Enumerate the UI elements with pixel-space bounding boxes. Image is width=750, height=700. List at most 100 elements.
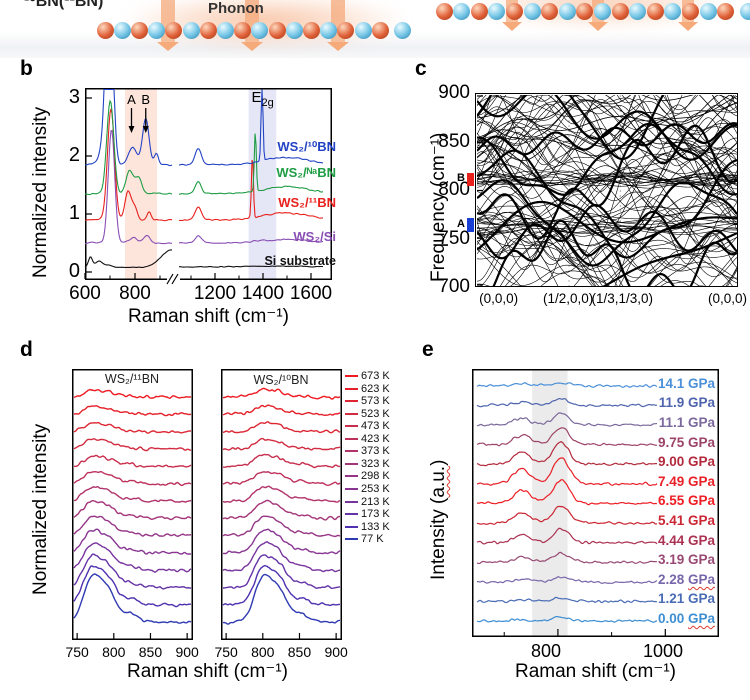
phonon-arrowhead-icon (241, 42, 263, 51)
temperature-curve (222, 437, 341, 451)
legend-swatch (345, 475, 358, 478)
spectrum-curve (178, 159, 323, 222)
nitrogen-atom (320, 21, 338, 39)
temperature-curve (222, 573, 341, 625)
nitrogen-atom (593, 2, 611, 20)
peak-annotation: A (127, 92, 136, 107)
pressure-curve (476, 457, 658, 487)
y-tick-label: 750 (438, 227, 470, 249)
temperature-curve (73, 515, 192, 538)
nitrogen-atom (216, 21, 234, 39)
annotation-arrowhead-icon (142, 126, 149, 133)
x-tick-label: 750 (214, 644, 238, 660)
plot-frame (472, 369, 719, 637)
temperature-curve (73, 499, 192, 521)
boron-atom (130, 21, 148, 39)
pressure-label: 14.1 GPa (657, 375, 715, 391)
temperature-curve (222, 404, 341, 417)
temperature-curve (73, 573, 192, 624)
x-tick-label: 1200 (193, 283, 237, 304)
nitrogen-atom (488, 2, 506, 20)
legend-label: 573 K (361, 395, 390, 408)
temperature-curve (73, 405, 192, 417)
boron-atom (268, 21, 286, 39)
axis-break-mask (167, 274, 180, 284)
spectrum-curve (178, 235, 324, 244)
legend-label: 473 K (361, 420, 390, 433)
pressure-curve (476, 527, 658, 545)
x-tick-label: 1400 (241, 283, 285, 304)
boron-atom (165, 21, 183, 39)
pressure-curve (477, 412, 658, 427)
boron-atom (435, 2, 453, 20)
spectrum-curve (84, 129, 173, 245)
spectrum-curve (85, 99, 173, 196)
pressure-curve (476, 505, 658, 526)
pressure-label: 6.55 GPa (657, 493, 715, 509)
pressure-label: 4.44 GPa (657, 532, 715, 548)
legend-swatch (345, 513, 358, 516)
pressure-label: 11.1 GPa (658, 415, 715, 430)
phonon-peak-marker (467, 172, 474, 187)
legend-swatch (345, 387, 358, 390)
panel-e-ylabel-prefix: Intensity ( (428, 497, 449, 580)
pressure-curve (476, 427, 658, 447)
pressure-label: 7.49 GPa (657, 473, 715, 489)
series-label: WS₂/¹¹BN (278, 195, 336, 210)
phonon-peak-marker-label: A (457, 217, 465, 230)
nitrogen-atom (629, 2, 647, 20)
axis-break-slash (171, 273, 179, 285)
boron-atom (234, 21, 252, 39)
panel-d-ylabel: Normalized intensity (30, 423, 51, 595)
isotope-label: ¹⁰BN(¹¹BN) (24, 0, 104, 10)
nitrogen-atom (393, 21, 411, 39)
shaded-band (532, 370, 568, 636)
shaded-band (125, 89, 157, 279)
pressure-label-text: 0.00 (657, 611, 688, 626)
panel-d-letter: d (20, 338, 33, 361)
series-label: WS₂/ᴺᵃBN (276, 165, 336, 180)
panel-b-plot: A B E2g (84, 88, 332, 285)
legend-swatch (345, 412, 358, 415)
legend-label: 213 K (361, 495, 390, 508)
y-tick-label: 2 (68, 144, 80, 166)
panel-e-plot (472, 369, 719, 637)
legend-swatch (345, 400, 358, 403)
series-label: WS₂/¹⁰BN (277, 139, 336, 154)
legend-label: 323 K (361, 457, 390, 470)
temperature-curve (222, 421, 341, 434)
phonon-arrowhead-icon (588, 22, 608, 31)
x-tick-label: (1/2,0,0) (542, 291, 594, 306)
nitrogen-atom (182, 21, 200, 39)
y-tick-label: 1 (68, 202, 80, 224)
boron-atom (505, 2, 523, 20)
spectrum-curve (84, 249, 172, 269)
x-tick-label: (0,0,0) (479, 291, 519, 306)
x-tick-label: 850 (138, 644, 163, 660)
panel-c-ylabel: Frequency (cm⁻¹) (428, 132, 449, 282)
panel-c-letter: c (415, 57, 427, 80)
legend-label: 253 K (361, 482, 390, 495)
legend-label: 673 K (361, 370, 390, 382)
nitrogen-atom (148, 21, 166, 39)
boron-atom (611, 2, 629, 20)
temperature-curve (73, 553, 192, 590)
pressure-label: 9.00 GPa (657, 454, 715, 470)
legend-swatch (345, 462, 358, 465)
legend-label: 423 K (361, 432, 390, 445)
x-tick-label: 800 (251, 644, 275, 660)
pressure-label: 5.41 GPa (657, 513, 715, 528)
panel-e-ylabel: Intensity (a.u.) (428, 460, 450, 580)
temperature-curve (73, 388, 192, 399)
temperature-curve (222, 541, 341, 573)
temperature-curve (222, 387, 341, 400)
legend-label: 298 K (361, 470, 390, 483)
panel-d-subtitle-10bn: WS₂/¹⁰BN (253, 373, 309, 387)
x-tick-label: (0,0,0) (707, 291, 747, 306)
x-tick-label: 600 (69, 283, 101, 304)
y-tick-label: 800 (438, 179, 470, 200)
phonon-label: Phonon (208, 0, 264, 17)
boron-atom (681, 2, 699, 20)
boron-atom (646, 2, 664, 20)
spectrum-curve (84, 88, 173, 167)
